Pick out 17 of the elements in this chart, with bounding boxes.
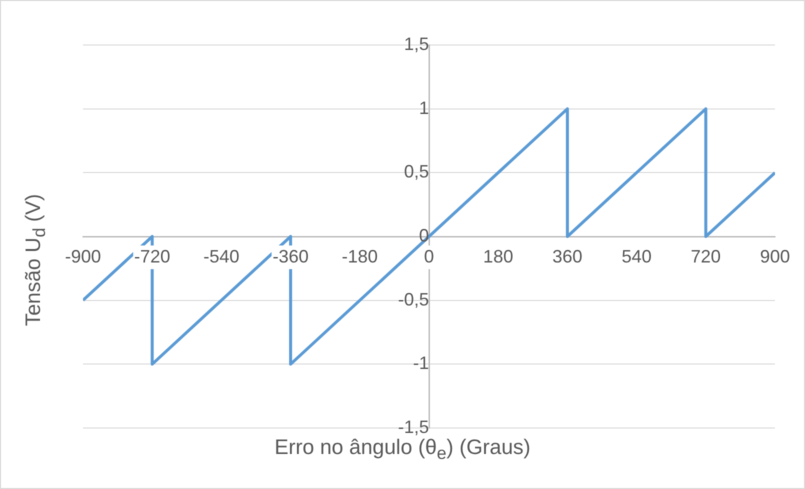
y-tick-label: -0,5 — [398, 289, 429, 310]
y-tick-label: -1 — [412, 353, 429, 374]
x-tick-label: 900 — [760, 246, 790, 266]
x-tick-label: -360 — [272, 246, 309, 266]
x-tick-label: -900 — [64, 246, 102, 266]
x-axis-title: Erro no ângulo (θ$_{e}$) (Graus) — [273, 436, 532, 464]
y-tick-label: 1,5 — [404, 34, 429, 54]
x-tick-label: 180 — [483, 246, 514, 266]
x-tick-label: 720 — [690, 246, 721, 266]
y-tick-label: 0,5 — [404, 162, 429, 182]
x-tick-label: -720 — [134, 246, 170, 266]
y-tick-label: 1 — [418, 98, 429, 118]
y-tick-label: -1,5 — [398, 416, 429, 437]
x-tick-label: -540 — [203, 246, 240, 266]
x-tick-label: 360 — [552, 246, 582, 266]
x-tick-label: -180 — [342, 246, 378, 266]
x-tick-label: 540 — [622, 246, 652, 266]
